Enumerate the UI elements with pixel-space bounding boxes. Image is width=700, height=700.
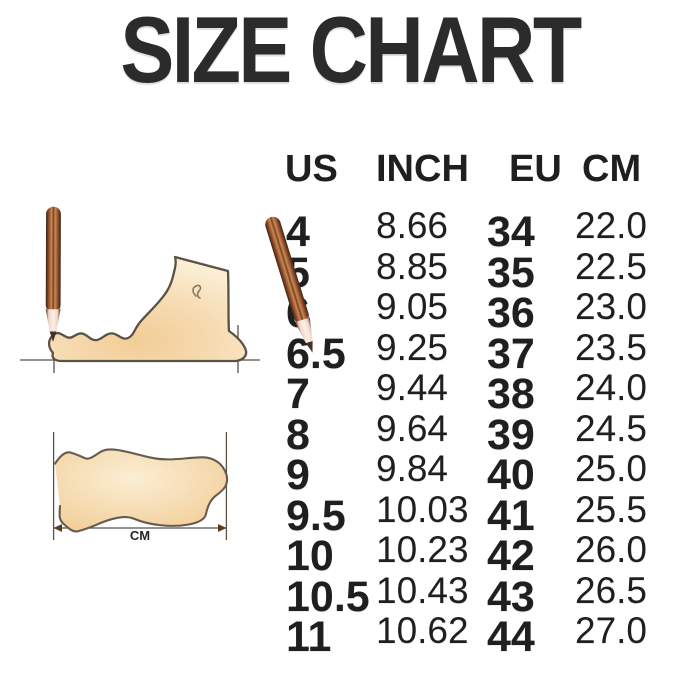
svg-text:CM: CM (130, 528, 150, 543)
